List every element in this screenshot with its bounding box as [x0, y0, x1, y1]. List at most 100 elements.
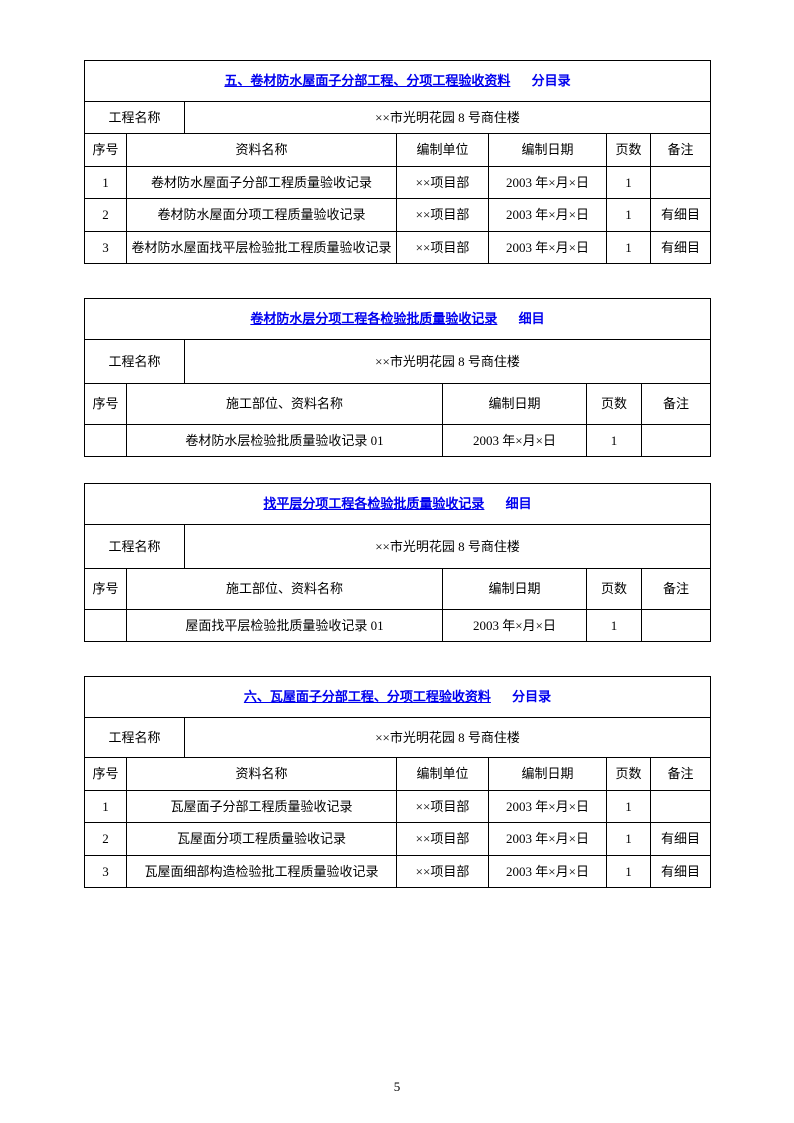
col-remark: 备注 [642, 569, 711, 610]
table-4-title-row: 六、瓦屋面子分部工程、分项工程验收资料 分目录 [85, 677, 711, 718]
table-4-header: 序号 资料名称 编制单位 编制日期 页数 备注 [85, 758, 711, 791]
table-3-title-suffix: 细目 [506, 496, 532, 511]
col-section-doc: 施工部位、资料名称 [127, 569, 443, 610]
cell-date: 2003 年×月×日 [489, 790, 607, 823]
table-4-title-suffix: 分目录 [512, 689, 551, 704]
cell-seq [85, 609, 127, 642]
cell-remark: 有细目 [651, 823, 711, 856]
spacer [84, 457, 710, 483]
table-row: 3 瓦屋面细部构造检验批工程质量验收记录 ××项目部 2003 年×月×日 1 … [85, 855, 711, 888]
col-remark: 备注 [651, 758, 711, 791]
cell-docname: 卷材防水屋面分项工程质量验收记录 [127, 199, 397, 232]
project-name-value: ××市光明花园 8 号商住楼 [185, 339, 711, 384]
col-date: 编制日期 [443, 384, 587, 425]
cell-pages: 1 [607, 199, 651, 232]
table-row: 3 卷材防水屋面找平层检验批工程质量验收记录 ××项目部 2003 年×月×日 … [85, 231, 711, 264]
spacer [84, 264, 710, 298]
cell-seq: 1 [85, 166, 127, 199]
table-3: 找平层分项工程各检验批质量验收记录 细目 工程名称 ××市光明花园 8 号商住楼… [84, 483, 711, 642]
cell-remark: 有细目 [651, 855, 711, 888]
cell-date: 2003 年×月×日 [489, 166, 607, 199]
col-seq: 序号 [85, 758, 127, 791]
table-1-title-suffix: 分目录 [532, 73, 571, 88]
cell-pages: 1 [607, 231, 651, 264]
col-section-doc: 施工部位、资料名称 [127, 384, 443, 425]
table-2-title-row: 卷材防水层分项工程各检验批质量验收记录 细目 [85, 299, 711, 340]
cell-seq [85, 424, 127, 457]
col-compiler: 编制单位 [397, 134, 489, 167]
col-pages: 页数 [587, 384, 642, 425]
cell-docname: 瓦屋面分项工程质量验收记录 [127, 823, 397, 856]
cell-unit: ××项目部 [397, 166, 489, 199]
table-row: 屋面找平层检验批质量验收记录 01 2003 年×月×日 1 [85, 609, 711, 642]
table-3-title-row: 找平层分项工程各检验批质量验收记录 细目 [85, 484, 711, 525]
cell-unit: ××项目部 [397, 790, 489, 823]
table-row: 2 瓦屋面分项工程质量验收记录 ××项目部 2003 年×月×日 1 有细目 [85, 823, 711, 856]
table-3-title-link[interactable]: 找平层分项工程各检验批质量验收记录 [263, 496, 484, 511]
col-pages: 页数 [607, 134, 651, 167]
table-3-project-row: 工程名称 ××市光明花园 8 号商住楼 [85, 524, 711, 569]
col-docname: 资料名称 [127, 758, 397, 791]
col-pages: 页数 [607, 758, 651, 791]
project-name-label: 工程名称 [85, 101, 185, 134]
table-2: 卷材防水层分项工程各检验批质量验收记录 细目 工程名称 ××市光明花园 8 号商… [84, 298, 711, 457]
table-row: 卷材防水层检验批质量验收记录 01 2003 年×月×日 1 [85, 424, 711, 457]
cell-date: 2003 年×月×日 [443, 424, 587, 457]
cell-remark: 有细目 [651, 231, 711, 264]
cell-seq: 1 [85, 790, 127, 823]
cell-remark [651, 166, 711, 199]
cell-remark [642, 609, 711, 642]
col-docname: 资料名称 [127, 134, 397, 167]
cell-docname: 卷材防水屋面找平层检验批工程质量验收记录 [127, 231, 397, 264]
cell-docname: 瓦屋面细部构造检验批工程质量验收记录 [127, 855, 397, 888]
project-name-label: 工程名称 [85, 339, 185, 384]
table-2-title-link[interactable]: 卷材防水层分项工程各检验批质量验收记录 [250, 311, 497, 326]
cell-date: 2003 年×月×日 [489, 823, 607, 856]
cell-seq: 2 [85, 199, 127, 232]
table-1-title-link[interactable]: 五、卷材防水屋面子分部工程、分项工程验收资料 [224, 73, 510, 88]
table-4-title-link[interactable]: 六、瓦屋面子分部工程、分项工程验收资料 [244, 689, 491, 704]
table-4: 六、瓦屋面子分部工程、分项工程验收资料 分目录 工程名称 ××市光明花园 8 号… [84, 676, 711, 888]
table-4-project-row: 工程名称 ××市光明花园 8 号商住楼 [85, 717, 711, 758]
cell-date: 2003 年×月×日 [489, 855, 607, 888]
table-1: 五、卷材防水屋面子分部工程、分项工程验收资料 分目录 工程名称 ××市光明花园 … [84, 60, 711, 264]
cell-docname: 瓦屋面子分部工程质量验收记录 [127, 790, 397, 823]
cell-pages: 1 [607, 790, 651, 823]
cell-unit: ××项目部 [397, 823, 489, 856]
table-1-header: 序号 资料名称 编制单位 编制日期 页数 备注 [85, 134, 711, 167]
cell-unit: ××项目部 [397, 199, 489, 232]
spacer [84, 642, 710, 676]
cell-remark [651, 790, 711, 823]
cell-seq: 3 [85, 231, 127, 264]
cell-pages: 1 [607, 823, 651, 856]
cell-remark: 有细目 [651, 199, 711, 232]
table-2-header: 序号 施工部位、资料名称 编制日期 页数 备注 [85, 384, 711, 425]
col-seq: 序号 [85, 134, 127, 167]
table-1-project-row: 工程名称 ××市光明花园 8 号商住楼 [85, 101, 711, 134]
table-row: 1 瓦屋面子分部工程质量验收记录 ××项目部 2003 年×月×日 1 [85, 790, 711, 823]
project-name-value: ××市光明花园 8 号商住楼 [185, 524, 711, 569]
page-number: 5 [0, 1079, 794, 1095]
col-date: 编制日期 [489, 134, 607, 167]
cell-seq: 2 [85, 823, 127, 856]
table-2-project-row: 工程名称 ××市光明花园 8 号商住楼 [85, 339, 711, 384]
table-2-title-suffix: 细目 [519, 311, 545, 326]
project-name-label: 工程名称 [85, 524, 185, 569]
table-row: 2 卷材防水屋面分项工程质量验收记录 ××项目部 2003 年×月×日 1 有细… [85, 199, 711, 232]
col-compiler: 编制单位 [397, 758, 489, 791]
cell-date: 2003 年×月×日 [489, 199, 607, 232]
col-date: 编制日期 [443, 569, 587, 610]
cell-date: 2003 年×月×日 [443, 609, 587, 642]
cell-docname: 卷材防水屋面子分部工程质量验收记录 [127, 166, 397, 199]
col-date: 编制日期 [489, 758, 607, 791]
table-1-title-row: 五、卷材防水屋面子分部工程、分项工程验收资料 分目录 [85, 61, 711, 102]
cell-seq: 3 [85, 855, 127, 888]
table-row: 1 卷材防水屋面子分部工程质量验收记录 ××项目部 2003 年×月×日 1 [85, 166, 711, 199]
cell-pages: 1 [587, 424, 642, 457]
cell-unit: ××项目部 [397, 855, 489, 888]
col-seq: 序号 [85, 569, 127, 610]
col-pages: 页数 [587, 569, 642, 610]
table-3-header: 序号 施工部位、资料名称 编制日期 页数 备注 [85, 569, 711, 610]
project-name-value: ××市光明花园 8 号商住楼 [185, 717, 711, 758]
project-name-label: 工程名称 [85, 717, 185, 758]
